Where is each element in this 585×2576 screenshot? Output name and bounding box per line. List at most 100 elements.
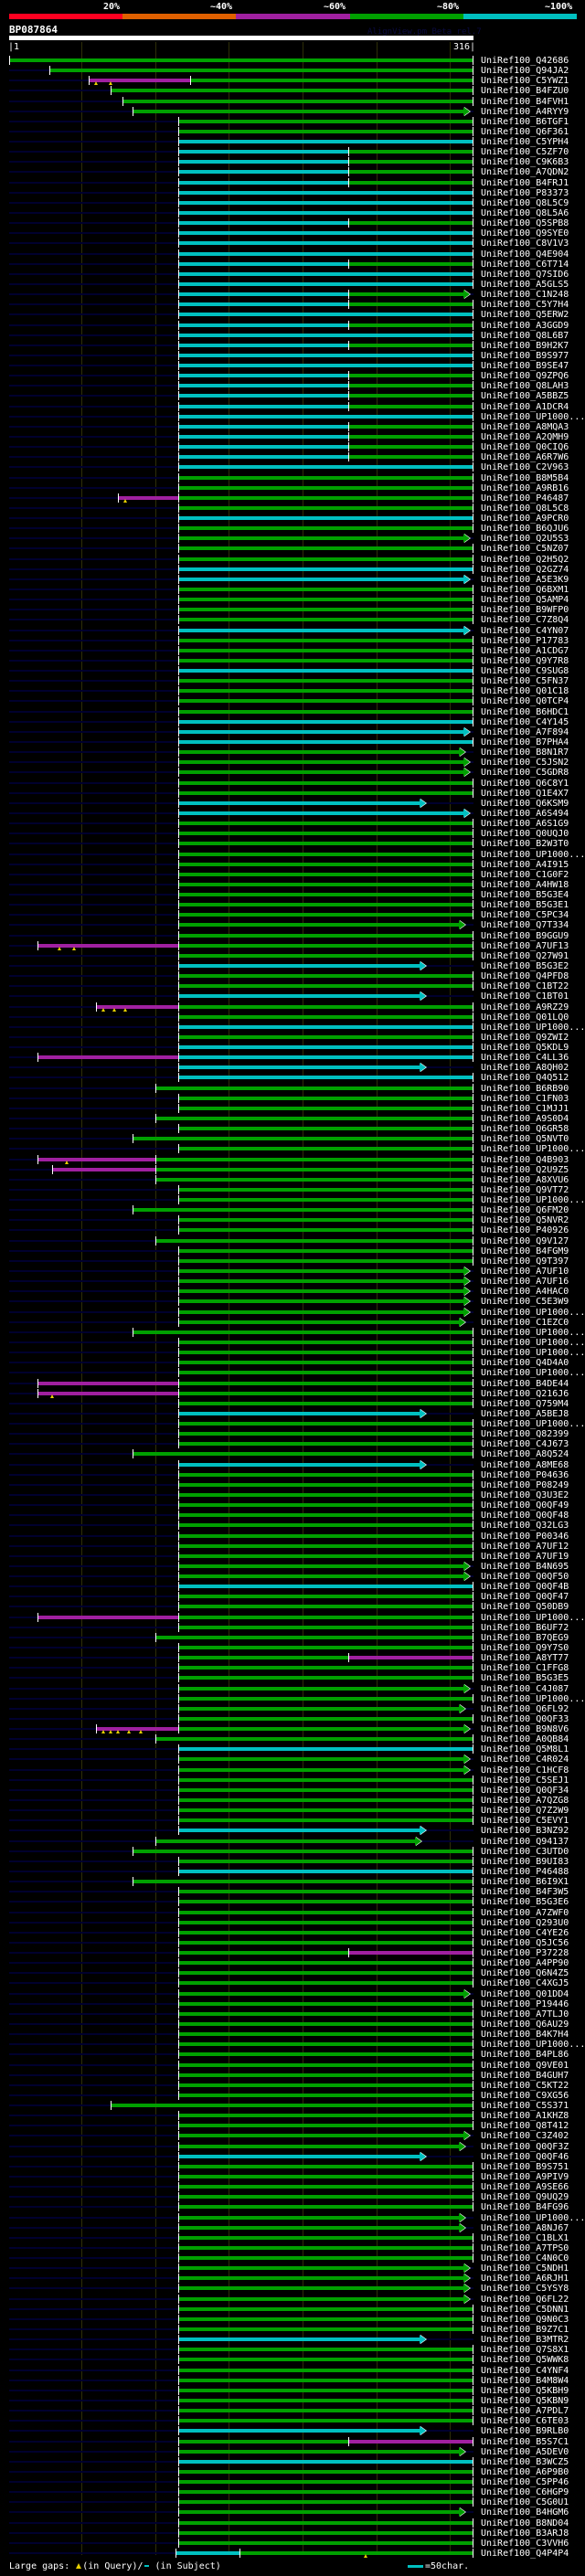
alignment-row[interactable]: UniRef100_Q7Z2W9	[0, 1806, 585, 1816]
hit-label[interactable]: UniRef100_A6P9B0	[481, 2466, 569, 2477]
hit-label[interactable]: UniRef100_Q6N4Z5	[481, 1968, 569, 1979]
alignment-row[interactable]: UniRef100_A4HAC0	[0, 1287, 585, 1297]
alignment-row[interactable]: UniRef100_Q3U3E2	[0, 1489, 585, 1500]
alignment-row[interactable]: UniRef100_UP1000...	[0, 2040, 585, 2050]
hit-label[interactable]: UniRef100_UP1000...	[481, 1612, 585, 1623]
alignment-row[interactable]: UniRef100_Q6FM20	[0, 1205, 585, 1215]
alignment-row[interactable]: UniRef100_C1MJJ1	[0, 1103, 585, 1114]
hit-label[interactable]: UniRef100_A1KHZ8	[481, 2111, 569, 2122]
alignment-row[interactable]: UniRef100_Q8L5C9	[0, 197, 585, 208]
hit-label[interactable]: UniRef100_A8MQA3	[481, 421, 569, 432]
alignment-row[interactable]: UniRef100_A5GLS5	[0, 279, 585, 290]
alignment-row[interactable]: UniRef100_A1KHZ8	[0, 2111, 585, 2121]
hit-label[interactable]: UniRef100_B6TGF1	[481, 116, 569, 127]
alignment-row[interactable]: UniRef100_Q4P4P4	[0, 2549, 585, 2559]
alignment-row[interactable]: UniRef100_Q2U5S3	[0, 534, 585, 544]
alignment-row[interactable]: UniRef100_A9PIV9	[0, 2172, 585, 2182]
alignment-row[interactable]: UniRef100_C1BLX1	[0, 2232, 585, 2243]
hit-label[interactable]: UniRef100_Q5AMP4	[481, 595, 569, 606]
alignment-row[interactable]: UniRef100_B8N1R7	[0, 747, 585, 758]
hit-label[interactable]: UniRef100_Q2H5Q2	[481, 554, 569, 565]
hit-label[interactable]: UniRef100_UP1000...	[481, 849, 585, 860]
alignment-row[interactable]: UniRef100_Q0QF49	[0, 1500, 585, 1511]
hit-label[interactable]: UniRef100_B4PL86	[481, 2050, 569, 2061]
alignment-row[interactable]: UniRef100_A5BEJ8	[0, 1408, 585, 1419]
hit-label[interactable]: UniRef100_A8Q524	[481, 1449, 569, 1460]
alignment-row[interactable]: UniRef100_A9RB16	[0, 482, 585, 493]
hit-label[interactable]: UniRef100_B6QJU6	[481, 524, 569, 535]
hit-label[interactable]: UniRef100_P40926	[481, 1225, 569, 1236]
alignment-row[interactable]: UniRef100_Q9V127	[0, 1235, 585, 1246]
hit-label[interactable]: UniRef100_A8QH02	[481, 1063, 569, 1074]
hit-label[interactable]: UniRef100_C5NDH1	[481, 2263, 569, 2274]
alignment-row[interactable]: UniRef100_B4PL86	[0, 2050, 585, 2060]
hit-label[interactable]: UniRef100_A7UF10	[481, 1267, 569, 1277]
alignment-row[interactable]: UniRef100_UP1000...	[0, 2212, 585, 2223]
hit-label[interactable]: UniRef100_Q7S8X1	[481, 2345, 569, 2356]
alignment-row[interactable]: UniRef100_C6HGP9	[0, 2487, 585, 2497]
alignment-row[interactable]: UniRef100_C1HCF8	[0, 1765, 585, 1776]
hit-label[interactable]: UniRef100_B6UF72	[481, 1622, 569, 1633]
hit-label[interactable]: UniRef100_A9PIV9	[481, 2172, 569, 2183]
hit-label[interactable]: UniRef100_B9GGU9	[481, 930, 569, 941]
hit-label[interactable]: UniRef100_Q9Y7R8	[481, 655, 569, 666]
alignment-row[interactable]: UniRef100_B3WCZ5	[0, 2456, 585, 2467]
hit-label[interactable]: UniRef100_UP1000...	[481, 1368, 585, 1379]
hit-label[interactable]: UniRef100_Q32LG3	[481, 1521, 569, 1532]
hit-label[interactable]: UniRef100_Q5SPB8	[481, 218, 569, 229]
alignment-row[interactable]: UniRef100_C4R024	[0, 1754, 585, 1765]
alignment-row[interactable]: UniRef100_A3GGD9	[0, 320, 585, 331]
hit-label[interactable]: UniRef100_A7F894	[481, 726, 569, 737]
alignment-row[interactable]: UniRef100_A4RYY9	[0, 106, 585, 117]
hit-label[interactable]: UniRef100_B3NZ92	[481, 1826, 569, 1837]
hit-label[interactable]: UniRef100_Q0CIQ6	[481, 442, 569, 453]
alignment-row[interactable]: UniRef100_A8ME68	[0, 1459, 585, 1470]
hit-label[interactable]: UniRef100_A7PDL7	[481, 2406, 569, 2417]
alignment-row[interactable]: UniRef100_Q01C18	[0, 686, 585, 696]
alignment-row[interactable]: UniRef100_Q6C8Y1	[0, 778, 585, 789]
alignment-row[interactable]: UniRef100_Q0CIQ6	[0, 442, 585, 452]
hit-label[interactable]: UniRef100_C6T714	[481, 259, 569, 270]
hit-label[interactable]: UniRef100_A7UF16	[481, 1277, 569, 1288]
hit-label[interactable]: UniRef100_Q9VE01	[481, 2060, 569, 2071]
hit-label[interactable]: UniRef100_C4YN07	[481, 625, 569, 636]
hit-label[interactable]: UniRef100_A5GLS5	[481, 279, 569, 290]
hit-label[interactable]: UniRef100_A4HW18	[481, 879, 569, 890]
alignment-row[interactable]: UniRef100_Q9Y7S0	[0, 1643, 585, 1653]
hit-label[interactable]: UniRef100_Q8T412	[481, 2121, 569, 2132]
hit-label[interactable]: UniRef100_A7UF19	[481, 1551, 569, 1562]
alignment-row[interactable]: UniRef100_Q1E4X7	[0, 788, 585, 799]
hit-label[interactable]: UniRef100_C1MJJ1	[481, 1103, 569, 1114]
hit-label[interactable]: UniRef100_C5Y7H4	[481, 300, 569, 311]
hit-label[interactable]: UniRef100_A6R7W6	[481, 452, 569, 463]
alignment-row[interactable]: UniRef100_Q0QF50	[0, 1572, 585, 1582]
hit-label[interactable]: UniRef100_Q9V127	[481, 1235, 569, 1246]
alignment-row[interactable]: UniRef100_C6T714	[0, 259, 585, 270]
alignment-row[interactable]: UniRef100_Q5AMP4	[0, 595, 585, 605]
hit-label[interactable]: UniRef100_Q8L5A6	[481, 208, 569, 219]
hit-label[interactable]: UniRef100_A5E3K9	[481, 574, 569, 585]
alignment-row[interactable]: UniRef100_A8MQA3	[0, 421, 585, 432]
hit-label[interactable]: UniRef100_A4PP90	[481, 1958, 569, 1969]
alignment-row[interactable]: UniRef100_C5NZ07	[0, 544, 585, 554]
alignment-row[interactable]: UniRef100_A6S1G9	[0, 819, 585, 829]
alignment-row[interactable]: UniRef100_B3NZ92	[0, 1826, 585, 1836]
alignment-row[interactable]: UniRef100_A9PCR0	[0, 514, 585, 524]
alignment-row[interactable]: UniRef100_Q0QF3Z	[0, 2141, 585, 2152]
hit-label[interactable]: UniRef100_UP1000...	[481, 1327, 585, 1338]
hit-label[interactable]: UniRef100_C1BT01	[481, 991, 569, 1002]
alignment-row[interactable]: UniRef100_C4J673	[0, 1439, 585, 1449]
alignment-row[interactable]: UniRef100_A8XVU6	[0, 1174, 585, 1185]
hit-label[interactable]: UniRef100_B2W3T0	[481, 839, 569, 850]
alignment-row[interactable]: UniRef100_A8Q524	[0, 1449, 585, 1459]
hit-label[interactable]: UniRef100_Q9SYE0	[481, 228, 569, 239]
hit-label[interactable]: UniRef100_Q50DB9	[481, 1602, 569, 1613]
hit-label[interactable]: UniRef100_Q9T397	[481, 1256, 569, 1267]
hit-label[interactable]: UniRef100_Q5NVR2	[481, 1215, 569, 1226]
alignment-row[interactable]: UniRef100_Q2U9Z5	[0, 1164, 585, 1175]
alignment-row[interactable]: UniRef100_B5G3E4	[0, 890, 585, 900]
alignment-row[interactable]: UniRef100_Q6FL92	[0, 1703, 585, 1714]
hit-label[interactable]: UniRef100_UP1000...	[481, 411, 585, 422]
alignment-row[interactable]: UniRef100_Q6FL22	[0, 2294, 585, 2305]
alignment-row[interactable]: UniRef100_Q94JA2	[0, 66, 585, 76]
